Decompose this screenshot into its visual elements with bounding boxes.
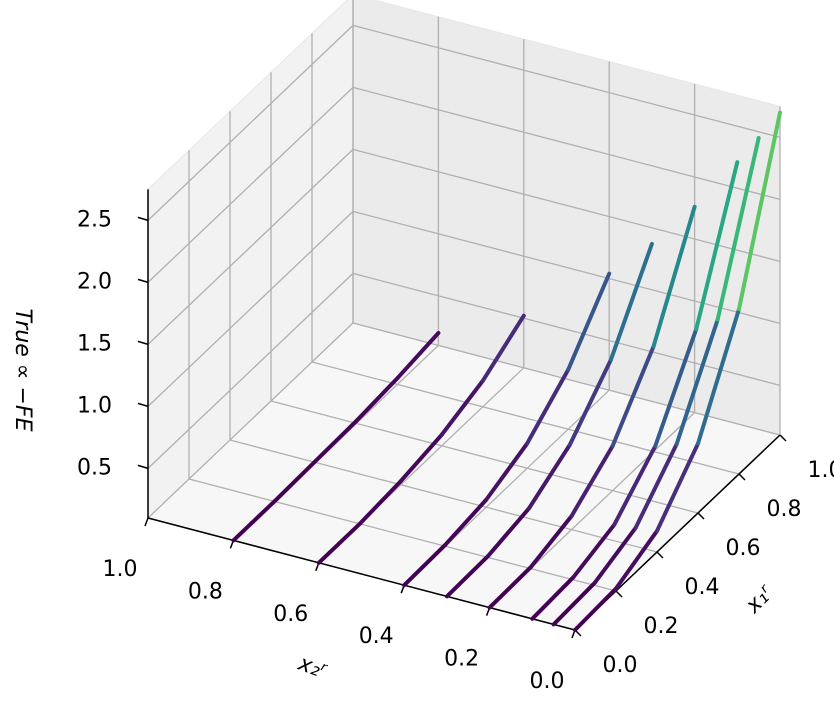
z-tick-label: 1.0 [77,393,112,418]
x-tick-label: 1.0 [808,458,834,483]
tick-mark [739,474,745,480]
tick-mark [138,217,148,220]
tick-mark [138,403,148,406]
z-tick-label: 0.5 [77,455,112,480]
y-tick-label: 1.0 [103,557,138,582]
tick-mark [138,279,148,282]
tick-mark [657,552,663,558]
x-tick-label: 0.8 [767,497,802,522]
z-tick-label: 2.5 [77,207,112,232]
tick-mark [138,465,148,468]
y-axis-label: x₂ʳ [294,651,331,685]
z-tick-label: 2.0 [77,269,112,294]
tick-mark [698,513,704,519]
y-tick-label: 0.0 [530,669,565,694]
x-tick-label: 0.2 [644,614,679,639]
tick-mark [138,341,148,344]
tick-mark [145,518,148,526]
x-tick-label: 0.4 [685,575,720,600]
y-tick-label: 0.2 [444,647,479,672]
tick-mark [616,591,622,597]
x-tick-label: 0.0 [603,653,638,678]
y-tick-label: 0.8 [188,579,223,604]
z-tick-label: 1.5 [77,331,112,356]
y-tick-label: 0.6 [273,602,308,627]
x-tick-label: 0.6 [726,536,761,561]
z-axis-label: True ∝ −FE [10,309,35,432]
x-axis-label: x₁ʳ [740,580,779,619]
y-tick-label: 0.4 [359,624,394,649]
tick-mark [780,435,786,441]
